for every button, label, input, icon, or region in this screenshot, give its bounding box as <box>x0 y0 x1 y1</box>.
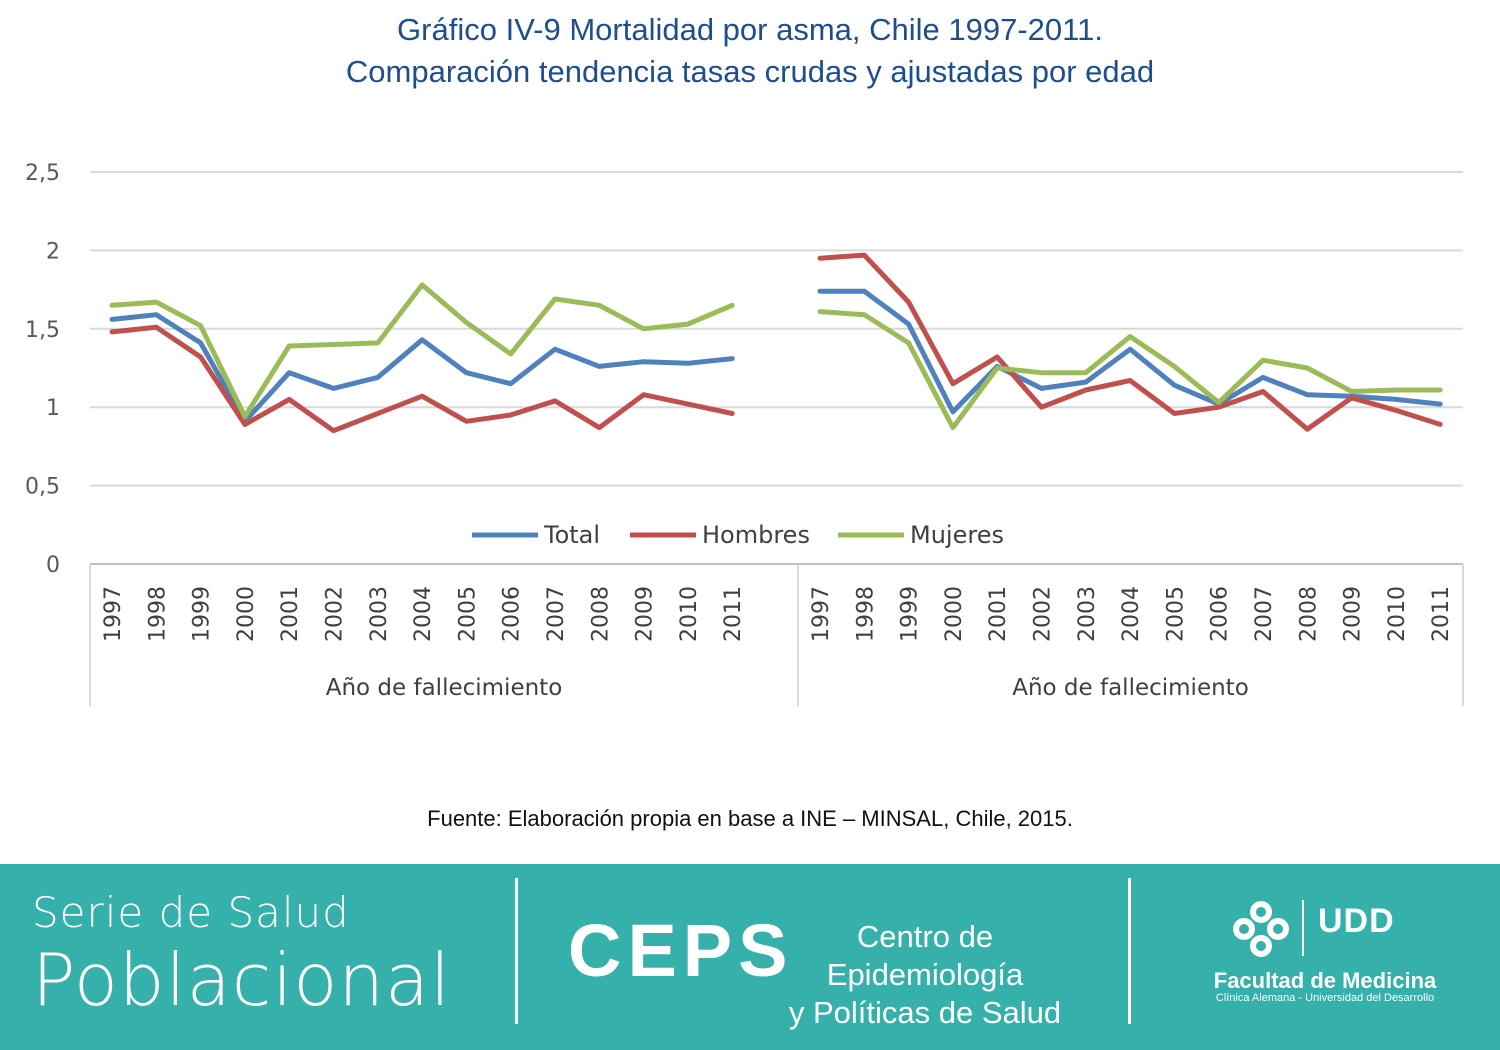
x-tick-label: 2003 <box>367 586 392 642</box>
x-tick-label: 1997 <box>809 586 834 642</box>
y-tick-label: 2 <box>46 239 60 264</box>
ceps-subtitle: Centro de Epidemiología y Políticas de S… <box>770 918 1080 1032</box>
x-tick-label: 1998 <box>145 586 170 642</box>
ceps-subtitle-line1: Centro de Epidemiología <box>826 919 1024 992</box>
legend-label-hombres: Hombres <box>702 521 810 549</box>
legend-label-total: Total <box>543 521 600 549</box>
series-line-total <box>109 312 735 424</box>
x-tick-label: 1997 <box>101 586 126 642</box>
x-tick-label: 2005 <box>455 586 480 642</box>
series-line-mujeres <box>109 282 735 420</box>
faculty-subtitle: Clínica Alemana - Universidad del Desarr… <box>1215 992 1435 1004</box>
chart-title-line1: Gráfico IV-9 Mortalidad por asma, Chile … <box>397 12 1103 47</box>
y-tick-label: 1,5 <box>25 318 60 343</box>
x-axis-title: Año de fallecimiento <box>326 675 563 701</box>
y-tick-label: 2,5 <box>25 161 60 186</box>
series-line-mujeres <box>817 309 1443 431</box>
series-line-hombres <box>109 324 735 434</box>
faculty-name: Facultad de Medicina <box>1213 968 1437 993</box>
serie-title: Poblacional <box>32 938 452 1022</box>
series-line-total <box>817 288 1443 415</box>
x-tick-label: 2006 <box>500 586 525 642</box>
x-tick-label: 2009 <box>1341 586 1366 642</box>
x-tick-label: 2002 <box>323 586 348 642</box>
x-tick-label: 2009 <box>633 586 658 642</box>
line-chart: 0 0,5 1 1,5 2 2,5 1997 1998 1999 2000 2001 2002 2003… <box>25 161 1464 706</box>
series-line-hombres <box>817 252 1443 432</box>
x-tick-label: 2003 <box>1075 586 1100 642</box>
x-tick-label: 2007 <box>1252 586 1277 642</box>
x-tick-label: 2008 <box>588 586 613 642</box>
x-tick-label: 2010 <box>677 586 702 642</box>
x-tick-label: 2010 <box>1385 586 1410 642</box>
logo-divider <box>1302 900 1304 956</box>
x-tick-label: 1998 <box>853 586 878 642</box>
x-tick-label: 2011 <box>1429 586 1454 642</box>
x-tick-label: 2001 <box>278 586 303 642</box>
x-tick-label: 2007 <box>544 586 569 642</box>
x-tick-label: 2001 <box>986 586 1011 642</box>
ceps-logo-text: CEPS <box>568 909 794 992</box>
ceps-cross-logo-icon <box>1233 901 1289 957</box>
ceps-subtitle-line2: y Políticas de Salud <box>788 995 1062 1030</box>
x-tick-label: 2004 <box>1119 586 1144 642</box>
udd-logo-text: UDD <box>1318 902 1395 940</box>
x-tick-label: 1999 <box>190 586 215 642</box>
x-tick-label: 2006 <box>1208 586 1233 642</box>
y-tick-label: 1 <box>46 396 60 421</box>
x-tick-label: 2000 <box>234 586 259 642</box>
x-tick-label: 2004 <box>411 586 436 642</box>
legend-label-mujeres: Mujeres <box>910 521 1004 549</box>
x-tick-label: 1999 <box>898 586 923 642</box>
x-tick-label: 2002 <box>1031 586 1056 642</box>
y-tick-label: 0 <box>46 553 60 578</box>
serie-label: Serie de Salud <box>32 888 350 937</box>
footer-divider <box>1128 878 1131 1024</box>
y-tick-label: 0,5 <box>25 475 60 500</box>
x-tick-label: 2008 <box>1296 586 1321 642</box>
chart-title-line2: Comparación tendencia tasas crudas y aju… <box>345 54 1155 89</box>
x-tick-label: 2011 <box>721 586 746 642</box>
x-axis-title: Año de fallecimiento <box>1012 675 1249 701</box>
footer-divider <box>515 878 518 1024</box>
source-note: Fuente: Elaboración propia en base a INE… <box>427 806 1073 831</box>
x-tick-label: 2000 <box>942 586 967 642</box>
footer-banner: Serie de Salud Poblacional CEPS Centro d… <box>0 864 1500 1050</box>
x-tick-label: 2005 <box>1163 586 1188 642</box>
